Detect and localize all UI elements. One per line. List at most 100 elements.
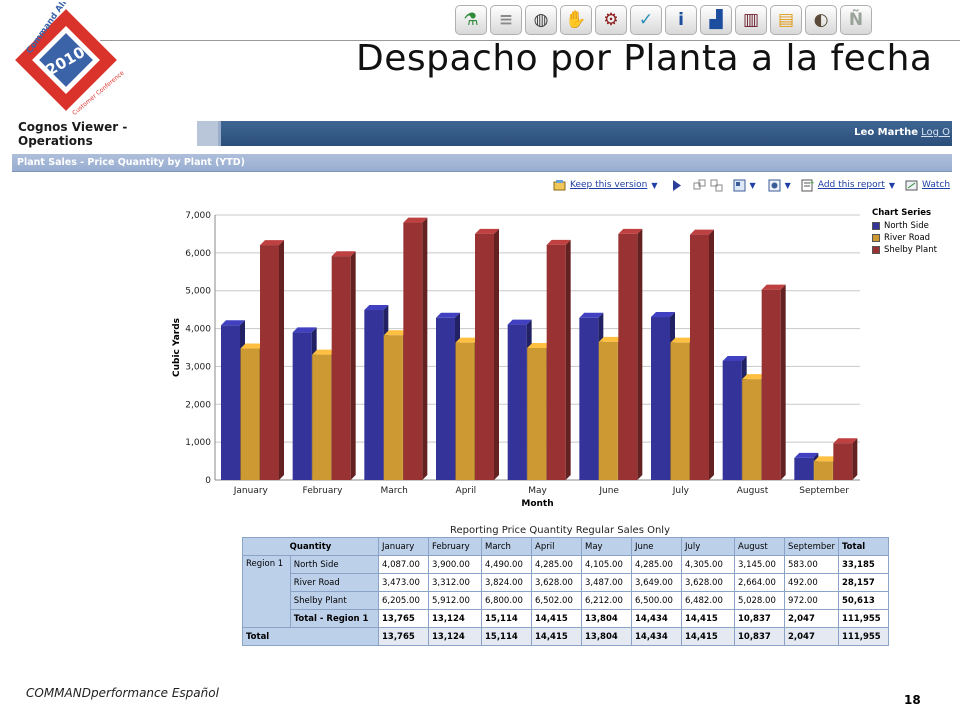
add-this-report-link[interactable]: Add this report	[817, 180, 885, 190]
watch-icon[interactable]	[905, 179, 918, 192]
bar-north-side-march	[364, 310, 384, 480]
bar-top	[312, 349, 337, 355]
table-cell: 14,415	[681, 627, 735, 646]
hand-icon[interactable]: ✋	[560, 5, 592, 35]
table-cell: 492.00	[784, 573, 839, 592]
bar-north-side-april	[436, 317, 455, 480]
table-cell: 3,312.00	[428, 573, 482, 592]
svg-text:+: +	[809, 179, 814, 187]
bar-top	[651, 312, 675, 318]
table-caption: Reporting Price Quantity Regular Sales O…	[450, 525, 670, 536]
bar-shelby-plant-september	[833, 443, 853, 480]
table-cell: 6,502.00	[531, 591, 582, 610]
table-cell: 3,628.00	[531, 573, 582, 592]
x-tick-label: January	[233, 486, 269, 496]
bar-side	[565, 239, 571, 480]
column-header: August	[734, 537, 785, 556]
flask-icon[interactable]: ⚗	[455, 5, 487, 35]
y-tick-label: 2,000	[185, 400, 211, 410]
keep-this-version-link[interactable]: Keep this version	[570, 180, 648, 190]
save-version-icon[interactable]	[553, 179, 566, 192]
table-cell: 13,765	[378, 627, 429, 646]
bar-north-side-june	[579, 317, 599, 480]
table-cell: 14,434	[631, 627, 682, 646]
page-number: 18	[904, 693, 921, 707]
view-format-icon[interactable]	[768, 179, 781, 192]
bar-top	[403, 217, 428, 223]
bar-top	[690, 229, 714, 235]
folder-icon[interactable]: ▤	[770, 5, 802, 35]
run-icon[interactable]	[670, 179, 683, 192]
watch-link[interactable]: Watch	[922, 180, 951, 190]
table-row: River Road 3,473.00 3,312.00 3,824.00 3,628.…	[243, 573, 889, 592]
table-cell: 5,028.00	[734, 591, 785, 610]
cognos-header-bar: Cognos Viewer - Operations Leo Marthe Lo…	[12, 120, 952, 148]
globe-icon[interactable]: ◍	[525, 5, 557, 35]
bar-top	[331, 251, 356, 257]
bar-north-side-january	[221, 325, 240, 480]
legend-item: River Road	[872, 232, 937, 244]
bar-chart: 0 1,000 2,000 3,000 4,000 5,000 6,000 7,000 Cubi…	[172, 211, 860, 509]
region-label: Region 1	[242, 555, 291, 628]
x-tick-label: April	[456, 486, 477, 496]
table-cell: 3,487.00	[581, 573, 632, 592]
table-cell: 14,415	[531, 609, 582, 628]
log-off-link[interactable]: Log O	[921, 127, 950, 138]
bar-top	[240, 343, 265, 349]
legend-item: Shelby Plant	[872, 244, 937, 256]
bar-river-road-may	[527, 347, 547, 480]
add-report-dropdown-icon[interactable]: ▼	[888, 180, 896, 190]
bar-top	[833, 438, 858, 444]
bar-river-road-april	[455, 342, 475, 480]
grand-total-label: Total	[242, 627, 379, 646]
add-report-icon[interactable]: +	[801, 179, 814, 192]
bar-top	[670, 337, 695, 343]
x-tick-label: July	[672, 486, 690, 496]
bar-top	[598, 336, 623, 342]
bar-top	[436, 312, 460, 318]
podium-icon[interactable]: ▟	[700, 5, 732, 35]
table-cell: 13,124	[428, 627, 482, 646]
cement-mixer-icon[interactable]: ◐	[805, 5, 837, 35]
bar-side	[780, 284, 786, 480]
bar-shelby-plant-march	[403, 222, 423, 481]
related-links-icon[interactable]	[733, 179, 746, 192]
y-tick-label: 7,000	[185, 211, 211, 221]
related-links-dropdown-icon[interactable]: ▼	[749, 180, 756, 190]
table-cell: 4,285.00	[631, 555, 682, 574]
n-tilde-icon[interactable]: Ñ	[840, 5, 872, 35]
table-cell: 111,955	[838, 627, 889, 646]
table-cell: 6,800.00	[481, 591, 532, 610]
report-toolbar: Keep this version ▼ ▼ ▼ + Add this repor…	[553, 177, 950, 193]
table-cell: 13,804	[581, 627, 632, 646]
panels-icon[interactable]: ▥	[735, 5, 767, 35]
bar-side	[422, 217, 428, 481]
checkmark-icon[interactable]: ✓	[630, 5, 662, 35]
bar-river-road-february	[312, 354, 332, 480]
x-tick-label: May	[528, 486, 547, 496]
info-icon[interactable]: i	[665, 5, 697, 35]
y-tick-label: 4,000	[185, 325, 211, 335]
drill-down-icon[interactable]	[693, 179, 706, 192]
bar-top	[364, 305, 389, 311]
table-cell: 14,415	[681, 609, 735, 628]
keep-version-dropdown-icon[interactable]: ▼	[651, 180, 658, 190]
bar-side	[494, 228, 499, 480]
region-total-label: Total - Region 1	[289, 609, 380, 628]
table-cell: 10,837	[734, 627, 785, 646]
drill-up-icon[interactable]	[710, 179, 723, 192]
plant-label: North Side	[289, 555, 380, 574]
road-icon[interactable]: ≡	[490, 5, 522, 35]
table-cell: 3,649.00	[631, 573, 682, 592]
bar-river-road-july	[670, 342, 690, 480]
top-icon-strip: ⚗ ≡ ◍ ✋ ⚙ ✓ i ▟ ▥ ▤ ◐ Ñ	[455, 5, 872, 35]
chart-legend: Chart Series North Side River Road Shelby …	[872, 208, 937, 256]
table-cell: 6,482.00	[681, 591, 735, 610]
plant-label: Shelby Plant	[289, 591, 380, 610]
bar-north-side-february	[292, 332, 312, 480]
view-format-dropdown-icon[interactable]: ▼	[784, 180, 791, 190]
bar-shelby-plant-may	[546, 244, 566, 480]
gears-icon[interactable]: ⚙	[595, 5, 627, 35]
column-header: April	[531, 537, 582, 556]
bar-side	[279, 240, 284, 480]
